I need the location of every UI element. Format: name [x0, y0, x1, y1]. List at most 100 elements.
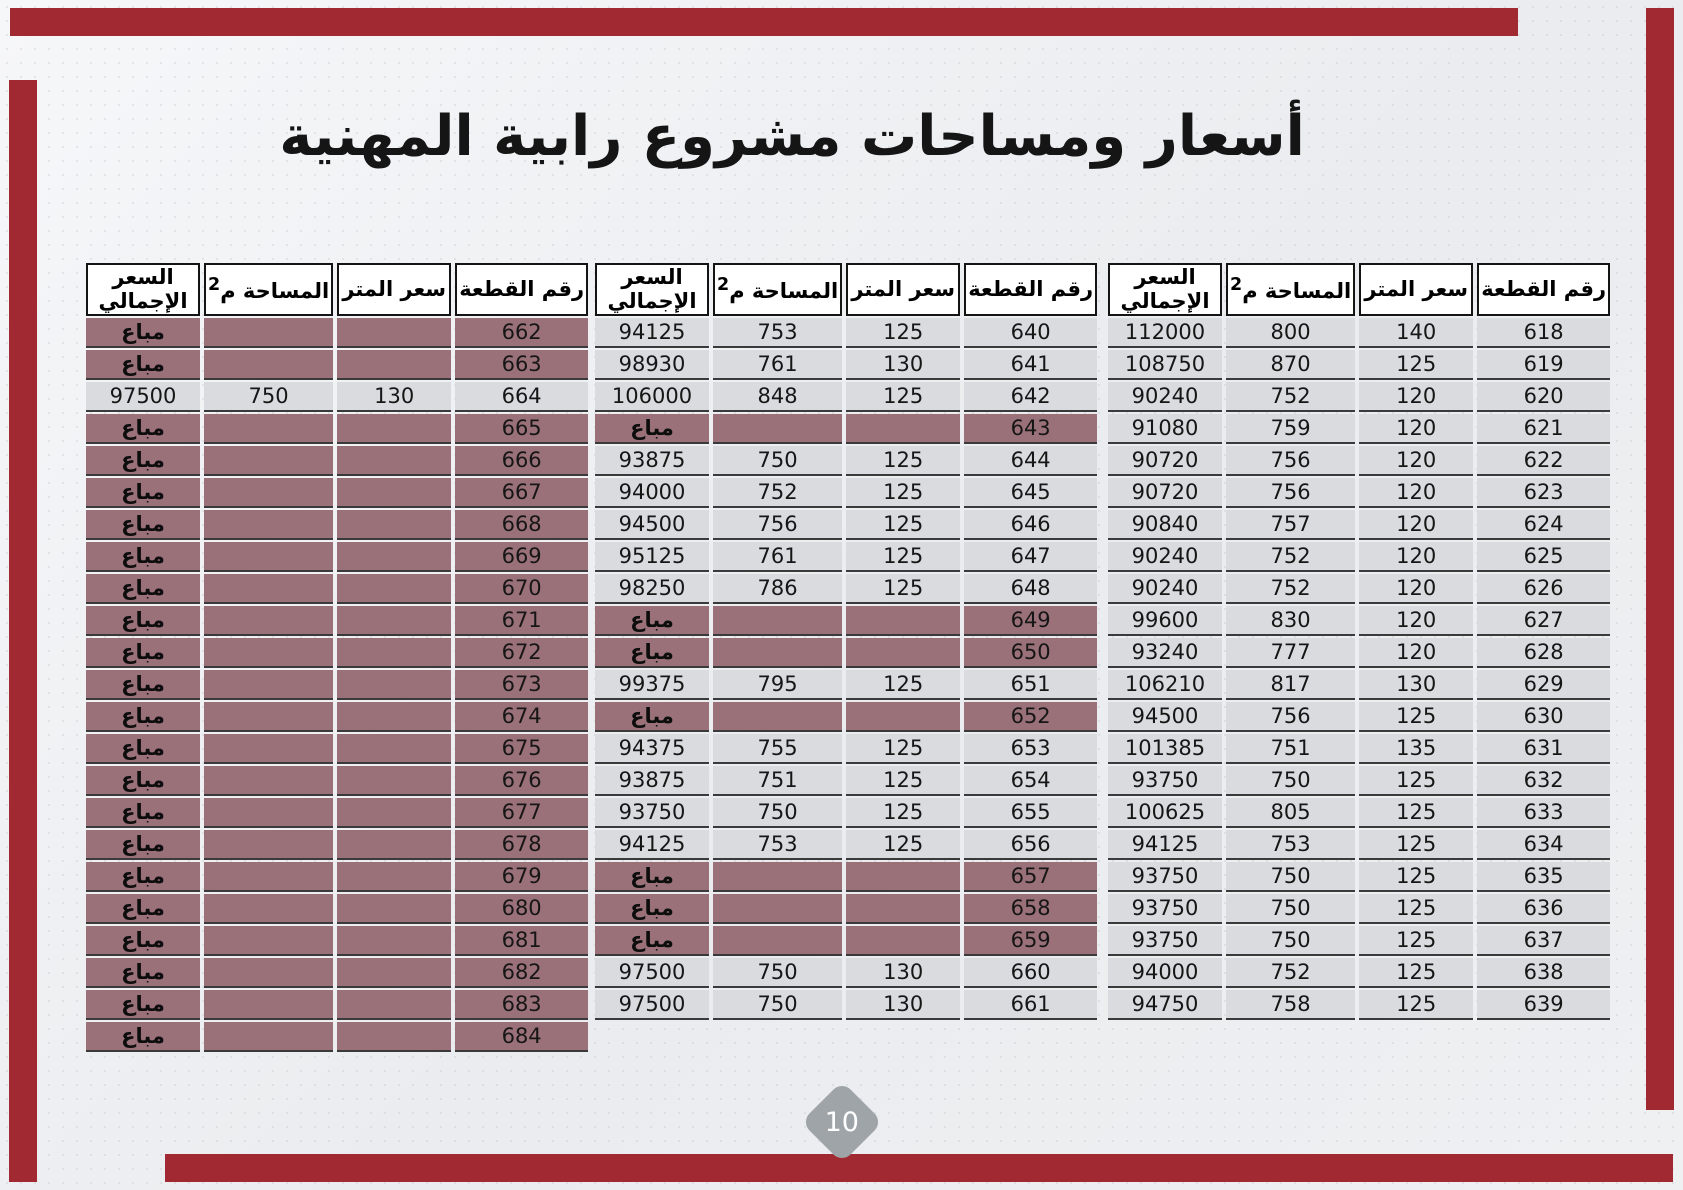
total-price-cell: 93750	[1108, 894, 1222, 925]
area-cell	[204, 958, 334, 989]
table-row-sold: 649 مباع	[595, 606, 1098, 637]
area-cell: 830	[1226, 606, 1356, 637]
table-row: 636 125 750 93750	[1108, 894, 1611, 925]
area-cell: 750	[1226, 894, 1356, 925]
area-cell: 756	[1226, 446, 1356, 477]
price-per-meter-cell: 125	[846, 670, 961, 701]
table-row-sold: 667 مباع	[86, 478, 589, 509]
table-row-sold: 677 مباع	[86, 798, 589, 829]
plot-number-cell: 659	[964, 926, 1098, 957]
area-cell: 758	[1226, 990, 1356, 1021]
price-per-meter-cell	[337, 894, 452, 925]
price-per-meter-cell	[337, 478, 452, 509]
sold-status-cell: مباع	[86, 318, 200, 349]
price-per-meter-cell	[337, 702, 452, 733]
col-header-plot-number: رقم القطعة	[1477, 263, 1611, 317]
price-per-meter-cell	[337, 574, 452, 605]
price-per-meter-cell: 130	[337, 382, 452, 413]
area-cell	[204, 894, 334, 925]
col-header-price-per-meter: سعر المتر	[1359, 263, 1474, 317]
price-per-meter-cell: 130	[846, 990, 961, 1021]
sold-status-cell: مباع	[595, 926, 709, 957]
plot-number-cell: 635	[1477, 862, 1611, 893]
plot-number-cell: 629	[1477, 670, 1611, 701]
price-per-meter-cell	[846, 638, 961, 669]
plot-number-cell: 662	[455, 318, 589, 349]
table-row: 638 125 752 94000	[1108, 958, 1611, 989]
plot-number-cell: 643	[964, 414, 1098, 445]
plot-number-cell: 656	[964, 830, 1098, 861]
total-price-cell: 93240	[1108, 638, 1222, 669]
area-cell	[204, 542, 334, 573]
table-row: 654 125 751 93875	[595, 766, 1098, 797]
area-cell: 752	[1226, 958, 1356, 989]
plot-number-cell: 647	[964, 542, 1098, 573]
area-cell: 756	[1226, 478, 1356, 509]
total-price-cell: 90240	[1108, 574, 1222, 605]
area-cell	[204, 606, 334, 637]
area-superscript: 2	[1230, 274, 1243, 295]
sold-status-cell: مباع	[86, 702, 200, 733]
total-price-cell: 93750	[595, 798, 709, 829]
area-cell	[204, 318, 334, 349]
sold-status-cell: مباع	[86, 1022, 200, 1053]
area-cell: 759	[1226, 414, 1356, 445]
plot-number-cell: 640	[964, 318, 1098, 349]
area-cell: 750	[1226, 862, 1356, 893]
area-cell: 750	[1226, 926, 1356, 957]
area-superscript: 2	[208, 274, 221, 295]
table-row-sold: 670 مباع	[86, 574, 589, 605]
total-price-cell: 90720	[1108, 478, 1222, 509]
price-per-meter-cell	[337, 766, 452, 797]
plot-number-cell: 637	[1477, 926, 1611, 957]
table-row: 633 125 805 100625	[1108, 798, 1611, 829]
table-row-sold: 683 مباع	[86, 990, 589, 1021]
col-header-price-per-meter: سعر المتر	[846, 263, 961, 317]
table-row: 660 130 750 97500	[595, 958, 1098, 989]
table-row: 640 125 753 94125	[595, 318, 1098, 349]
col-header-total-price: السعر الإجمالي	[1108, 263, 1222, 317]
plot-number-cell: 672	[455, 638, 589, 669]
price-per-meter-cell	[846, 606, 961, 637]
total-price-cell: 93750	[1108, 926, 1222, 957]
area-cell: 750	[713, 446, 843, 477]
area-cell: 752	[1226, 382, 1356, 413]
sold-status-cell: مباع	[86, 606, 200, 637]
area-cell	[204, 510, 334, 541]
total-price-cell: 93750	[1108, 862, 1222, 893]
area-cell	[204, 638, 334, 669]
sold-status-cell: مباع	[595, 862, 709, 893]
plot-number-cell: 682	[455, 958, 589, 989]
price-per-meter-cell: 125	[846, 510, 961, 541]
area-cell	[204, 830, 334, 861]
area-cell: 800	[1226, 318, 1356, 349]
col-header-plot-number: رقم القطعة	[455, 263, 589, 317]
total-price-cell: 101385	[1108, 734, 1222, 765]
total-price-cell: 91080	[1108, 414, 1222, 445]
price-per-meter-cell	[337, 542, 452, 573]
header-row: رقم القطعة سعر المتر المساحة م2 السعر ال…	[1108, 263, 1611, 317]
table-row: 626 120 752 90240	[1108, 574, 1611, 605]
total-price-cell: 99600	[1108, 606, 1222, 637]
table-row: 624 120 757 90840	[1108, 510, 1611, 541]
price-per-meter-cell	[337, 318, 452, 349]
plot-number-cell: 636	[1477, 894, 1611, 925]
sold-status-cell: مباع	[86, 766, 200, 797]
area-cell	[204, 1022, 334, 1053]
price-per-meter-cell: 120	[1359, 478, 1474, 509]
price-per-meter-cell	[337, 958, 452, 989]
total-price-cell: 112000	[1108, 318, 1222, 349]
table-row-sold: 680 مباع	[86, 894, 589, 925]
price-per-meter-cell	[337, 926, 452, 957]
table-row: 623 120 756 90720	[1108, 478, 1611, 509]
sold-status-cell: مباع	[595, 606, 709, 637]
area-cell: 750	[713, 798, 843, 829]
total-price-cell: 97500	[595, 990, 709, 1021]
price-per-meter-cell	[846, 702, 961, 733]
total-price-cell: 108750	[1108, 350, 1222, 381]
table-row: 620 120 752 90240	[1108, 382, 1611, 413]
plot-number-cell: 677	[455, 798, 589, 829]
plot-number-cell: 651	[964, 670, 1098, 701]
page-title: أسعار ومساحات مشروع رابية المهنية	[279, 104, 1306, 169]
table-row: 637 125 750 93750	[1108, 926, 1611, 957]
